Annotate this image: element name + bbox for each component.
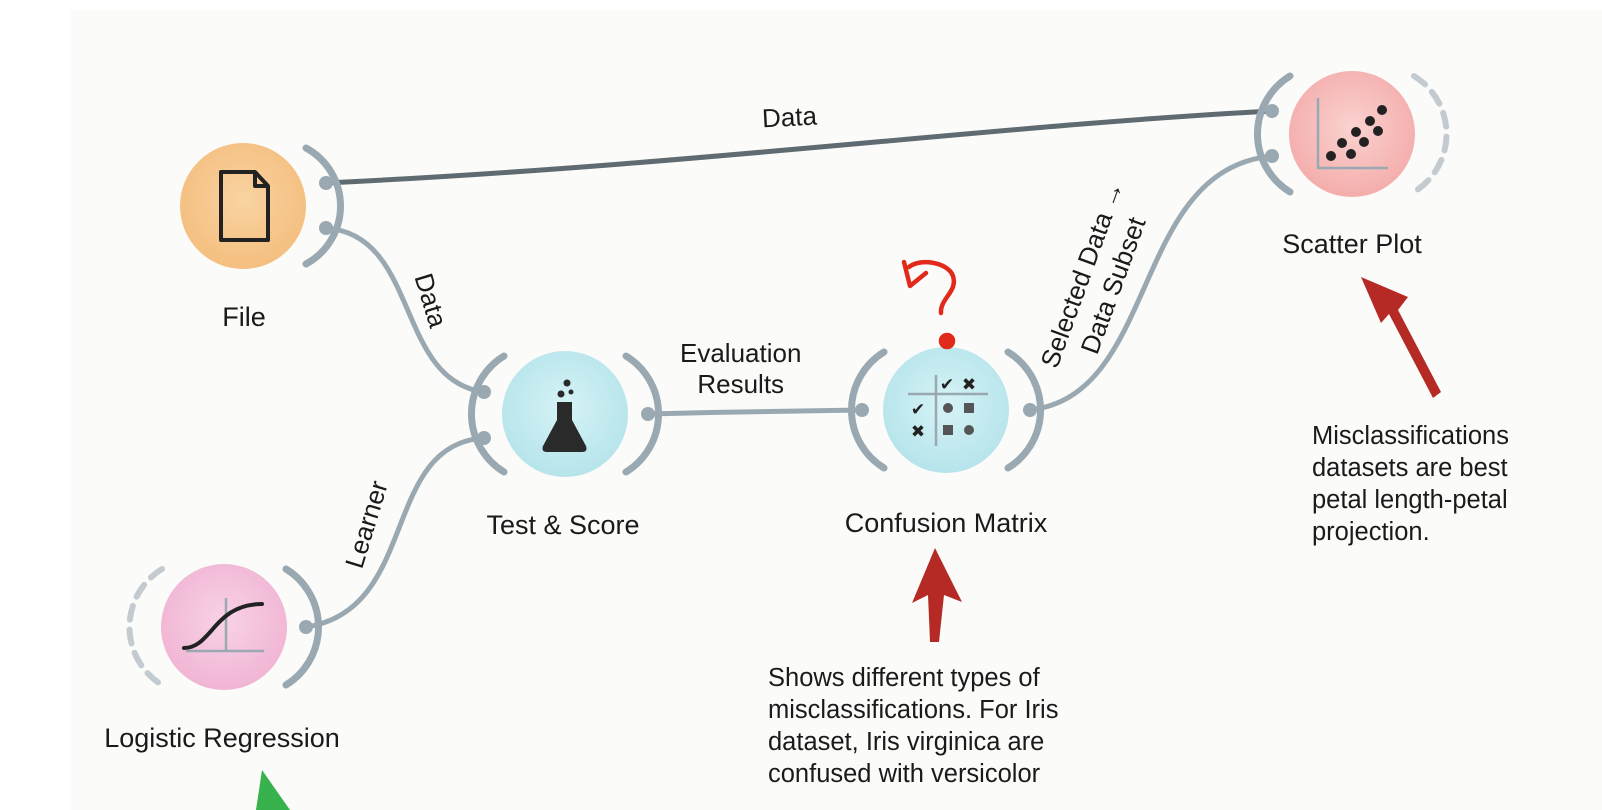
node-logistic-regression[interactable] [126,564,322,690]
node-test-score-label: Test & Score [486,510,640,540]
link-file-to-test[interactable] [323,225,487,395]
note-confusion-matrix: Shows different types of misclassificati… [768,664,1059,788]
link-label-data-top: Data [761,100,818,134]
link-file-to-scatter[interactable] [323,108,1276,186]
sigmoid-curve-icon [182,598,264,653]
link-label-evaluation-results: Evaluation Results [680,338,802,399]
svg-text:✖: ✖ [962,375,976,395]
node-test-score[interactable] [468,351,662,477]
node-file-label: File [222,302,266,332]
node-scatter-plot-label: Scatter Plot [1282,229,1422,259]
node-file[interactable] [180,143,344,269]
green-arrow-fragment [256,770,290,810]
node-scatter-plot[interactable] [1254,71,1450,197]
arrow-to-confusion-matrix [912,548,962,642]
arrow-to-scatter-plot [1361,277,1441,398]
flask-icon [542,379,587,452]
node-confusion-matrix[interactable]: ✔ ✖ ✔ ✖ [848,347,1044,473]
link-learner-to-test[interactable] [303,435,487,630]
node-confusion-matrix-label: Confusion Matrix [844,508,1048,538]
link-confusion-to-scatter[interactable] [1027,153,1275,413]
svg-text:✖: ✖ [911,422,925,442]
question-mark-annotation [901,259,957,350]
confusion-matrix-icon: ✔ ✖ ✔ ✖ [908,375,988,446]
scatter-plot-icon [1316,98,1388,170]
svg-text:✔: ✔ [940,375,954,395]
svg-text:✔: ✔ [911,400,925,420]
note-scatter-plot: Misclassifications datasets are best pet… [1312,422,1509,546]
file-icon [219,170,270,242]
link-test-to-confusion[interactable] [645,407,865,417]
node-logistic-regression-label: Logistic Regression [104,723,340,753]
